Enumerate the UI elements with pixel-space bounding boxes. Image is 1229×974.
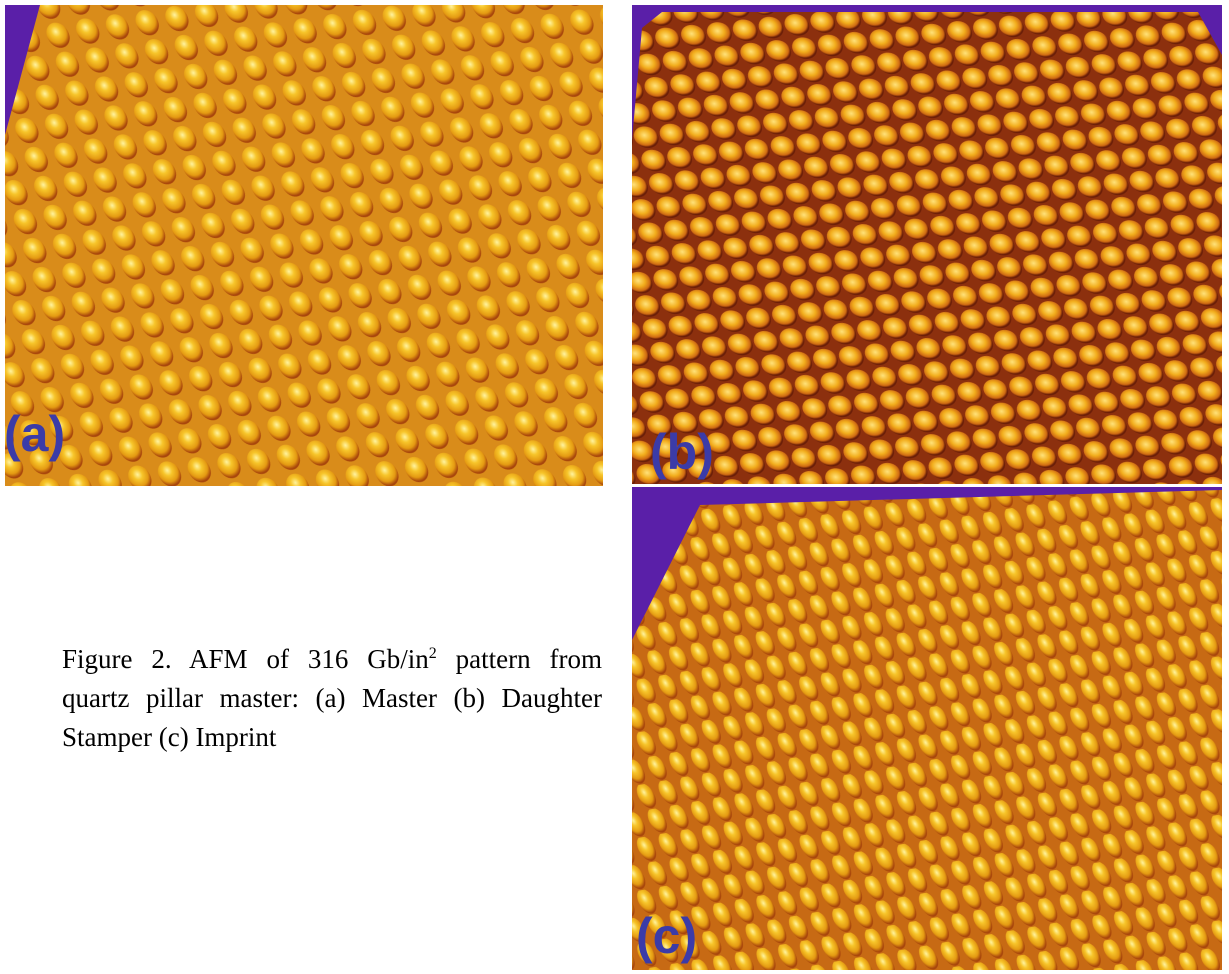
panel-b: (b) <box>632 5 1222 484</box>
panel-label: (a) <box>4 406 65 462</box>
page: {"figure": { "panels": [{"label": "(a)"}… <box>0 0 1229 974</box>
caption-line: Stamper (c) Imprint <box>62 718 602 757</box>
panel-label: (b) <box>650 424 714 480</box>
caption-text: pattern from <box>437 644 602 674</box>
afm-surface <box>632 490 1222 970</box>
caption-text: Figure 2. AFM of 316 Gb/in <box>62 644 429 674</box>
figure: (a) (b) (c) <box>0 0 1229 974</box>
figure-page: (a) (b) (c) Figure 2. AFM of 316 Gb/in2 … <box>0 0 1229 974</box>
afm-surface <box>5 5 603 486</box>
panel-a: (a) <box>4 5 603 486</box>
figure-caption: Figure 2. AFM of 316 Gb/in2 pattern from… <box>62 640 602 757</box>
panel-label: (c) <box>636 908 697 964</box>
caption-line: quartz pillar master: (a) Master (b) Dau… <box>62 679 602 718</box>
afm-surface <box>632 12 1222 484</box>
panel-c: (c) <box>632 487 1222 970</box>
caption-line: Figure 2. AFM of 316 Gb/in2 pattern from <box>62 640 602 679</box>
caption-superscript: 2 <box>429 645 437 662</box>
